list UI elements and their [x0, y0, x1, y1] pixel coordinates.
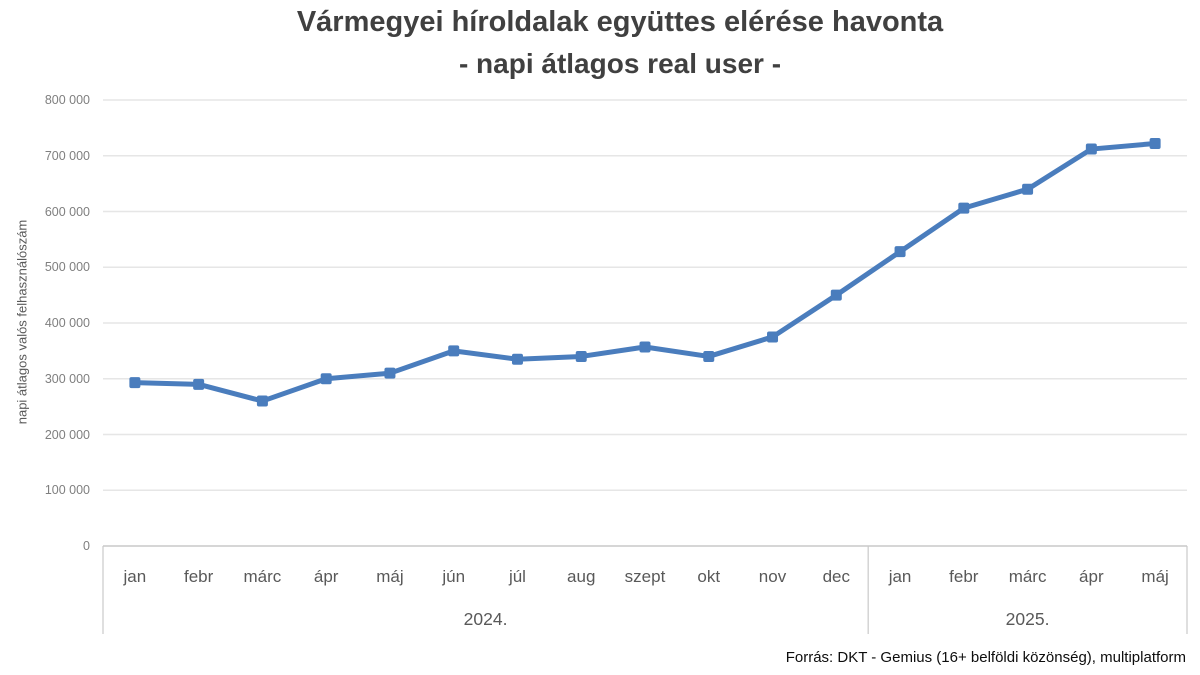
data-point — [703, 350, 715, 362]
data-point — [448, 345, 460, 357]
data-point — [958, 202, 970, 214]
y-tick-label: 200 000 — [44, 427, 90, 442]
data-point — [129, 377, 141, 389]
data-point — [1085, 143, 1097, 155]
x-tick-label: okt — [697, 567, 721, 586]
x-tick-label: dec — [822, 567, 850, 586]
y-tick-label: 600 000 — [44, 204, 90, 219]
data-point — [830, 289, 842, 301]
chart-title-line1: Vármegyei híroldalak együttes elérése ha… — [296, 6, 944, 38]
y-tick-label: 300 000 — [44, 371, 90, 386]
x-tick-label: febr — [183, 567, 214, 586]
x-tick-label: máj — [1141, 567, 1169, 586]
y-tick-label: 100 000 — [44, 483, 90, 498]
x-tick-label: máj — [376, 567, 404, 586]
x-tick-label: febr — [949, 567, 979, 586]
x-tick-label: márc — [243, 567, 282, 586]
data-point — [894, 246, 906, 258]
data-point — [320, 373, 332, 385]
data-point — [193, 378, 205, 390]
data-point — [639, 341, 651, 353]
x-tick-label: júl — [508, 567, 526, 586]
y-tick-label: 500 000 — [44, 260, 90, 275]
y-tick-label: 800 000 — [44, 93, 90, 107]
x-tick-label: nov — [758, 567, 787, 586]
x-tick-label: aug — [567, 567, 596, 586]
series-line — [132, 140, 1158, 404]
x-tick-label: szept — [624, 567, 666, 586]
data-point — [1149, 137, 1161, 149]
data-point — [256, 395, 268, 407]
chart-title: Vármegyei híroldalak együttes elérése ha… — [40, 0, 1200, 84]
y-tick-label: 700 000 — [44, 148, 90, 163]
source-note: Forrás: DKT - Gemius (16+ belföldi közön… — [785, 649, 1186, 666]
data-point — [1022, 183, 1034, 195]
x-tick-label: jan — [888, 567, 912, 586]
chart-title-line2: - napi átlagos real user - — [458, 48, 782, 79]
x-tick-label: ápr — [1079, 567, 1104, 586]
data-point — [384, 367, 396, 379]
x-tick-label: jan — [123, 567, 147, 586]
y-tick-label: 0 — [83, 539, 90, 553]
x-group-label: 2025. — [1005, 609, 1050, 629]
data-point — [767, 331, 779, 343]
x-group-label: 2024. — [463, 609, 508, 629]
x-tick-label: jún — [442, 567, 466, 586]
x-tick-label: márc — [1008, 567, 1047, 586]
y-tick-label: 400 000 — [44, 316, 90, 330]
x-tick-label: ápr — [313, 567, 339, 586]
data-point — [511, 353, 523, 365]
data-point — [575, 350, 587, 362]
